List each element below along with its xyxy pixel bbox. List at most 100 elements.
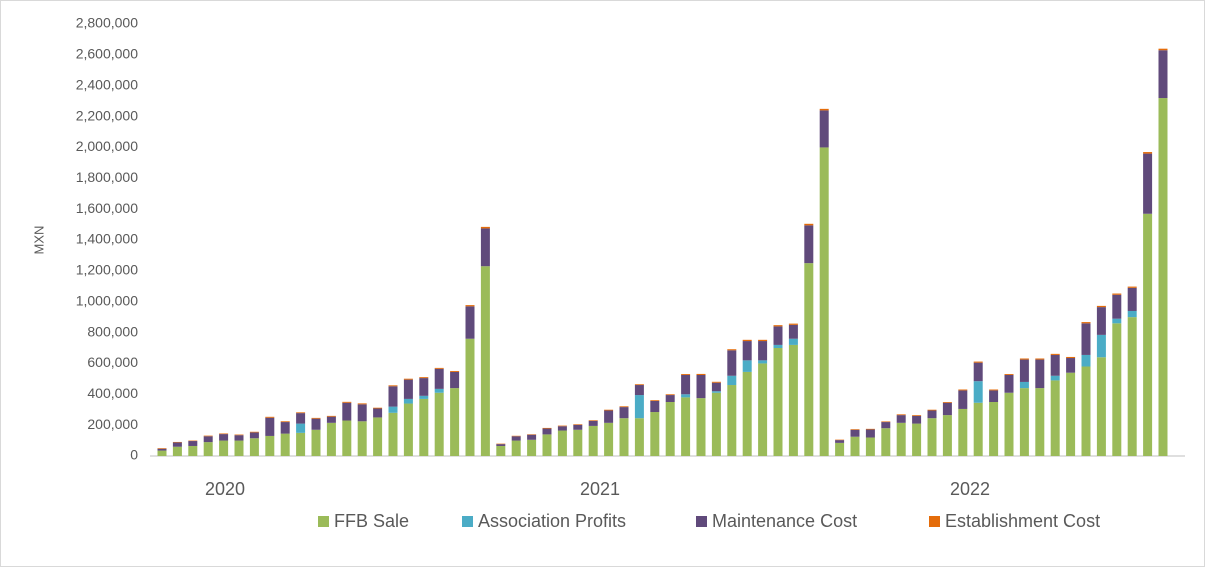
bar-segment [681, 374, 691, 375]
bar-segment [527, 434, 537, 440]
bar-segment [942, 415, 952, 456]
bar-segment [634, 385, 644, 396]
legend-label: Association Profits [478, 511, 626, 531]
bar-segment [1127, 286, 1137, 288]
bar-segment [588, 425, 598, 456]
bar-segment [804, 225, 814, 264]
bar-segment [1127, 287, 1137, 311]
bar-segment [280, 422, 290, 434]
y-tick-label: 800,000 [87, 323, 138, 339]
bar-segment [850, 436, 860, 456]
bar-segment [711, 381, 721, 383]
bar-segment [1158, 50, 1168, 99]
bar-segment [1004, 392, 1014, 456]
legend-label: Establishment Cost [945, 511, 1100, 531]
bar-segment [573, 424, 583, 425]
bar-segment [157, 448, 167, 449]
bar-segment [419, 395, 429, 399]
bar-segment [788, 338, 798, 345]
bar-segment [927, 418, 937, 456]
bar-segment [203, 435, 213, 437]
bar-segment [1127, 310, 1137, 318]
bar-segment [388, 386, 398, 407]
bar-segment [419, 377, 429, 379]
y-tick-label: 1,200,000 [76, 262, 138, 278]
bar-segment [557, 425, 567, 427]
bar-segment [1096, 305, 1106, 308]
bar-segment [634, 395, 644, 419]
bar-segment [958, 390, 968, 409]
bar-segment [157, 448, 167, 451]
bar-segment [865, 428, 875, 430]
bar-segment [542, 427, 552, 429]
bar-segment [1019, 359, 1029, 382]
bar-segment [711, 392, 721, 456]
bar-segment [727, 385, 737, 456]
bar-segment [234, 434, 244, 436]
bar-segment [835, 440, 845, 443]
bar-segment [573, 429, 583, 456]
bar-segment [1112, 293, 1122, 295]
bar-segment [727, 375, 737, 386]
bar-segment [373, 408, 383, 418]
bar-segment [1066, 358, 1076, 373]
bar-segment [1081, 322, 1091, 324]
bar-segment [326, 415, 336, 417]
bar-segment [296, 432, 306, 456]
bar-segment [296, 423, 306, 433]
bar-segment [788, 323, 798, 325]
bar-segment [881, 422, 891, 429]
bar-segment [865, 429, 875, 438]
bar-segment [419, 398, 429, 456]
bar-segment [388, 412, 398, 456]
bar-segment [819, 147, 829, 456]
bar-segment [403, 378, 413, 380]
bar-segment [1050, 353, 1060, 355]
bar-segment [912, 423, 922, 456]
bar-segment [989, 390, 999, 402]
bar-segment [480, 266, 490, 456]
legend-label: FFB Sale [334, 511, 409, 531]
bar-segment [249, 431, 259, 433]
bar-segment [265, 435, 275, 456]
bar-segment [711, 382, 721, 392]
bar-segment [819, 108, 829, 111]
bar-segment [1081, 366, 1091, 456]
bar-segment [496, 444, 506, 446]
bar-segment [989, 402, 999, 456]
bar-segment [758, 341, 768, 361]
y-tick-label: 2,200,000 [76, 107, 138, 123]
bar-segment [234, 435, 244, 441]
bar-segment [403, 398, 413, 404]
bar-segment [896, 422, 906, 456]
bar-segment [711, 391, 721, 393]
bar-segment [773, 326, 783, 345]
bar-segment [373, 417, 383, 456]
legend-swatch [462, 516, 473, 527]
bar-segment [326, 422, 336, 456]
bar-segment [1035, 388, 1045, 456]
bar-segment [742, 360, 752, 372]
bar-segment [773, 325, 783, 327]
bar-segment [1143, 152, 1153, 154]
bar-segment [973, 381, 983, 403]
bar-segment [311, 429, 321, 456]
bar-segment [1050, 375, 1060, 381]
bar-segment [373, 407, 383, 409]
bar-segment [1019, 388, 1029, 456]
bar-segment [1050, 354, 1060, 376]
bar-segment [465, 338, 475, 456]
bar-segment [480, 226, 490, 229]
bar-segment [665, 395, 675, 402]
bar-segment [557, 430, 567, 456]
bar-segment [1081, 354, 1091, 367]
bar-segment [896, 415, 906, 423]
bar-segment [1035, 359, 1045, 389]
bar-segment [742, 339, 752, 342]
bar-segment [696, 375, 706, 399]
bar-segment [634, 418, 644, 456]
y-tick-label: 0 [130, 447, 138, 463]
bar-segment [357, 404, 367, 422]
